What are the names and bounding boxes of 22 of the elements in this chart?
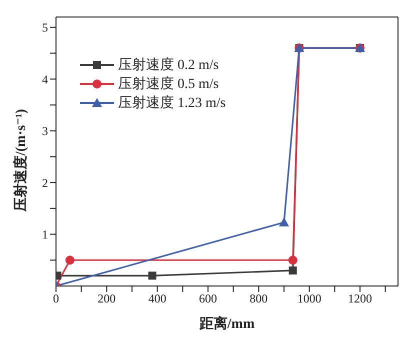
x-tick-label: 1200 <box>348 292 372 306</box>
y-tick-label: 2 <box>42 176 48 190</box>
x-tick-label: 1000 <box>297 292 322 306</box>
x-tick-label: 400 <box>148 292 166 306</box>
legend-label: 压射速度 0.2 m/s <box>118 56 219 74</box>
y-tick-label: 1 <box>42 228 48 242</box>
legend-label: 压射速度 1.23 m/s <box>118 94 226 112</box>
point <box>148 272 156 280</box>
legend-label: 压射速度 0.5 m/s <box>118 75 219 92</box>
x-tick-label: 0 <box>53 292 59 306</box>
point <box>288 256 298 265</box>
x-tick-label: 600 <box>199 292 217 306</box>
y-tick-label: 3 <box>42 124 48 138</box>
x-tick-label: 200 <box>98 292 116 306</box>
y-tick-label: 4 <box>42 72 48 86</box>
y-axis-title: 压射速度/(m·s⁻¹) <box>12 108 29 212</box>
point <box>279 217 289 226</box>
point <box>65 256 74 265</box>
point <box>288 266 297 274</box>
y-tick-label: 5 <box>42 20 48 35</box>
x-axis-title: 距离/mm <box>198 315 255 332</box>
x-tick-label: 800 <box>250 292 268 306</box>
